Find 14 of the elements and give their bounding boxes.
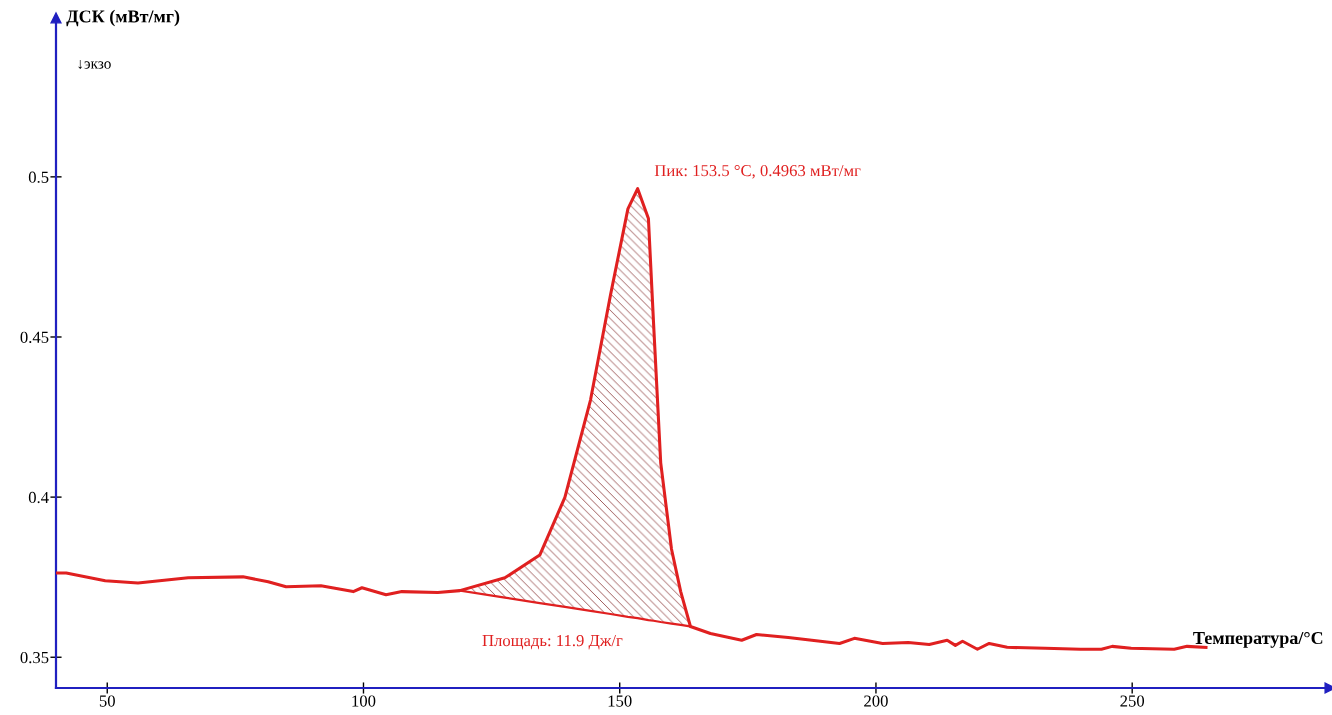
x-axis-title: Температура/°C xyxy=(1193,631,1323,648)
y-tick-label: 0.4 xyxy=(28,491,49,504)
y-axis-title: ДСК (мВт/мг) xyxy=(66,9,180,27)
x-tick-label: 50 xyxy=(99,695,115,707)
x-tick-label: 150 xyxy=(608,695,632,707)
annotation: Пик: 153.5 °C, 0.4963 мВт/мг xyxy=(654,164,861,179)
y-tick-label: 0.5 xyxy=(28,171,49,183)
x-tick-label: 200 xyxy=(864,695,888,707)
annotation: Площадь: 11.9 Дж/г xyxy=(482,634,623,650)
annotation: ↓экзо xyxy=(78,59,111,70)
x-tick-label: 250 xyxy=(1120,695,1145,707)
x-tick-label: 100 xyxy=(352,695,376,707)
y-tick-label: 0.45 xyxy=(20,331,49,344)
y-tick-label: 0.35 xyxy=(20,651,49,664)
